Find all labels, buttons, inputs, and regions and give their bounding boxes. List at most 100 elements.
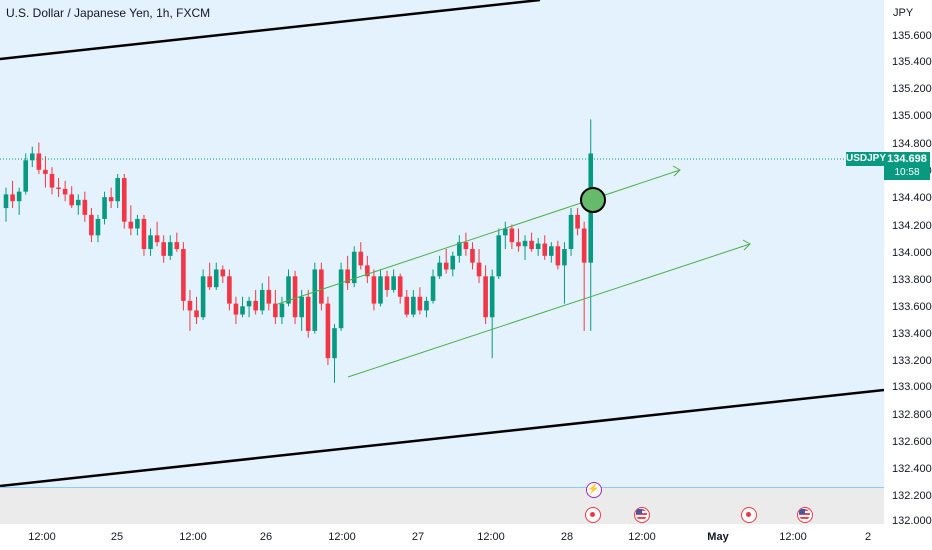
candle: [102, 191, 107, 225]
last-price-badge: 134.698 10:58: [884, 152, 930, 180]
chart-title: U.S. Dollar / Japanese Yen, 1h, FXCM: [6, 6, 211, 20]
candle-body: [338, 269, 344, 329]
candle-body: [332, 328, 337, 359]
candle: [542, 235, 548, 260]
candle: [36, 142, 42, 174]
candle-body: [273, 303, 278, 318]
channel-lower-line[interactable]: [347, 243, 751, 378]
candle-body: [483, 276, 488, 318]
candle-body: [457, 242, 462, 256]
candle: [338, 262, 344, 331]
candle-body: [430, 276, 436, 301]
channel-upper-line[interactable]: [277, 169, 681, 305]
price-tick: 133.800: [892, 274, 932, 286]
candle: [463, 232, 469, 256]
candle: [319, 262, 324, 311]
candle: [345, 255, 350, 290]
time-tick: 2: [864, 531, 872, 543]
candle-body: [562, 249, 567, 266]
breakout-marker[interactable]: [580, 187, 606, 213]
candle: [246, 296, 252, 318]
candle: [279, 296, 285, 325]
candle-body: [181, 249, 186, 301]
candle-body: [312, 269, 318, 331]
candle-body: [102, 197, 107, 219]
price-tick: 134.400: [892, 192, 932, 204]
price-axis[interactable]: JPY 135.600 135.400 135.200 135.000 134.800 1…: [884, 0, 932, 527]
candle-body: [148, 235, 153, 249]
candle-body: [378, 276, 383, 304]
candle: [259, 283, 265, 315]
candle-body: [325, 303, 331, 359]
candle: [3, 187, 9, 222]
candle: [141, 214, 147, 256]
candle: [233, 296, 239, 325]
time-axis[interactable]: 12:00 25 12:00 26 12:00 27 12:00 28 12:00 May 12:0…: [0, 524, 932, 550]
price-tick: 134.200: [892, 220, 932, 232]
candle: [476, 249, 482, 284]
candle-body: [49, 173, 55, 188]
chart-area[interactable]: U.S. Dollar / Japanese Yen, 1h, FXCM: [0, 0, 884, 487]
candle: [312, 262, 318, 334]
candle: [509, 224, 515, 249]
lower-trendline[interactable]: [0, 388, 884, 487]
candle-body: [233, 303, 239, 315]
candle: [62, 180, 68, 202]
price-tick: 135.000: [892, 110, 932, 122]
candle-body: [345, 269, 350, 284]
price-tick: 132.200: [892, 490, 932, 502]
candle: [503, 221, 508, 249]
events-strip: ⚡: [0, 482, 884, 525]
candle-body: [568, 214, 574, 249]
candle: [227, 269, 232, 311]
candle: [43, 156, 48, 188]
time-tick: 28: [560, 531, 574, 543]
candle: [535, 238, 541, 256]
candle-body: [167, 242, 173, 256]
price-tick: 133.000: [892, 381, 932, 393]
candle: [220, 265, 226, 284]
candle: [49, 167, 55, 195]
channel-upper-arrow: [672, 165, 681, 177]
candle-body: [575, 214, 580, 229]
candle-body: [286, 276, 291, 304]
candle-body: [581, 228, 587, 263]
candle-body: [555, 246, 561, 266]
candle: [430, 269, 436, 304]
lightning-icon[interactable]: ⚡: [586, 482, 602, 498]
candle: [148, 228, 153, 256]
us-flag-icon[interactable]: [634, 507, 650, 523]
time-tick: 12:00: [477, 531, 505, 543]
candle: [167, 235, 173, 260]
candle: [391, 269, 396, 293]
candle-body: [450, 255, 456, 270]
candle-body: [227, 276, 232, 304]
candle: [207, 262, 212, 290]
candle-body: [542, 243, 548, 256]
candle-body: [463, 242, 469, 249]
candle-body: [23, 160, 29, 192]
time-tick: 26: [259, 531, 273, 543]
economic-event-icon[interactable]: [741, 507, 757, 523]
candle-body: [535, 243, 541, 249]
candle-body: [397, 276, 403, 297]
candle: [404, 289, 410, 318]
candle: [325, 296, 331, 366]
candle-body: [246, 300, 252, 307]
candle: [108, 187, 114, 209]
candle: [299, 289, 304, 331]
upper-trendline[interactable]: [0, 0, 541, 61]
candle-body: [259, 289, 265, 311]
candle: [181, 242, 186, 311]
candle-body: [141, 218, 147, 249]
candle-body: [200, 276, 206, 318]
candle: [292, 270, 298, 325]
candle-body: [29, 153, 35, 161]
price-tick: 134.800: [892, 138, 932, 150]
candle: [82, 191, 88, 222]
candlestick-chart[interactable]: [0, 0, 884, 487]
candle: [187, 289, 193, 331]
candle-body: [522, 240, 528, 247]
us-flag-icon[interactable]: [797, 507, 813, 523]
economic-event-icon[interactable]: [585, 507, 601, 523]
